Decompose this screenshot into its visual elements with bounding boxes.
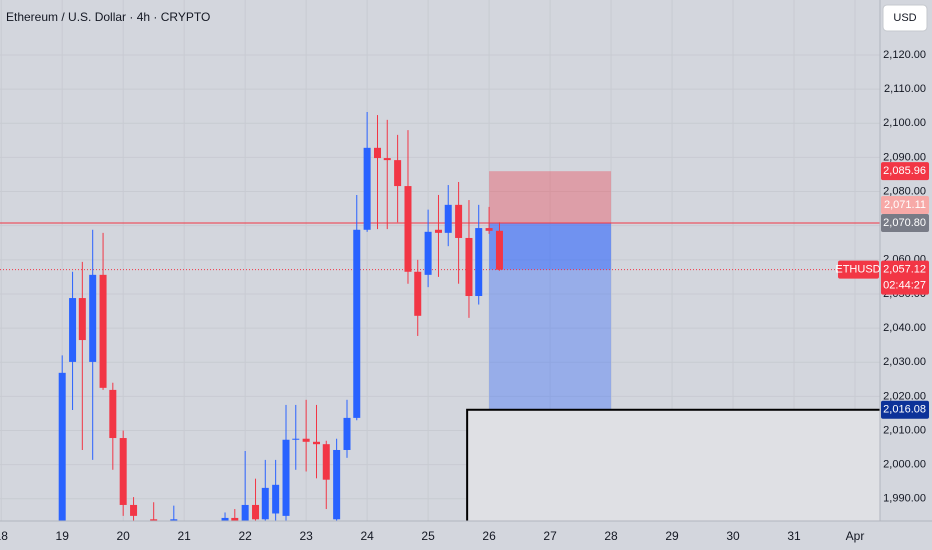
candle-body (150, 519, 158, 521)
x-tick-label: 29 (665, 529, 679, 543)
candle-body (130, 504, 138, 516)
candle-body (465, 237, 473, 297)
candle-body (109, 389, 117, 439)
candle-body (343, 417, 351, 450)
open-profit-zone (489, 222, 612, 270)
candle-body (394, 160, 402, 187)
last-price-label: 2,057.12 (883, 264, 926, 276)
profit-zone (489, 222, 612, 410)
candle-body (404, 186, 412, 272)
y-tick-label: 2,110.00 (884, 83, 926, 95)
y-tick-label: 2,020.00 (883, 390, 926, 402)
candle-body (313, 441, 321, 445)
currency-label[interactable]: USD (893, 12, 916, 24)
x-tick-label: 21 (177, 529, 191, 543)
candle-body (363, 147, 371, 230)
x-tick-label: 22 (238, 529, 252, 543)
x-tick-label: 26 (482, 529, 496, 543)
entry-price-label: 2,070.80 (883, 217, 926, 229)
y-tick-label: 2,030.00 (883, 356, 926, 368)
candle-body (424, 231, 432, 275)
candle-body (261, 487, 269, 520)
candle-body (69, 298, 77, 362)
candle-body (322, 444, 330, 480)
candle-body (170, 519, 178, 521)
candle-body (414, 271, 422, 316)
plot-area (0, 111, 880, 521)
candle-body (58, 372, 66, 521)
candle-body (353, 229, 361, 418)
x-tick-label: 24 (360, 529, 374, 543)
candle-body (302, 438, 310, 442)
candle-body (292, 438, 300, 440)
x-tick-label: Apr (846, 529, 865, 543)
candle-body (231, 517, 239, 521)
candle-body (373, 147, 381, 159)
candle-body (252, 504, 260, 520)
countdown-label: 02:44:27 (883, 280, 926, 292)
last-price-bg (881, 260, 929, 295)
target-price-label-bg (881, 400, 929, 419)
alert-price-label: 2,071.11 (884, 199, 926, 211)
x-tick-label: 27 (543, 529, 557, 543)
y-tick-label: 2,080.00 (883, 185, 926, 197)
stop-zone (489, 171, 612, 223)
candle-body (221, 517, 229, 521)
x-tick-label: 19 (56, 529, 70, 543)
candle-body (495, 230, 503, 270)
x-tick-label: 28 (604, 529, 618, 543)
y-tick-label: 1,990.00 (883, 493, 926, 505)
x-tick-label: 23 (299, 529, 313, 543)
currency-button[interactable] (882, 4, 928, 32)
y-tick-label: 2,040.00 (883, 322, 926, 334)
x-tick-label: 25 (421, 529, 435, 543)
x-tick-label: 30 (726, 529, 740, 543)
x-tick-label: 31 (787, 529, 801, 543)
stop-price-label-bg (881, 162, 929, 181)
entry-price-label-bg (881, 213, 929, 232)
target-price-label: 2,016.08 (883, 404, 926, 416)
zone-box (466, 408, 880, 521)
candle-body (333, 449, 341, 520)
y-tick-label: 2,120.00 (883, 49, 926, 61)
symbol-label: ETHUSD (835, 264, 880, 276)
y-tick-label: 2,010.00 (883, 424, 926, 436)
y-tick-label: 2,100.00 (883, 117, 926, 129)
candle-body (485, 228, 493, 231)
candle-body (119, 438, 127, 505)
candle-body (272, 484, 280, 514)
y-tick-label: 2,090.00 (883, 151, 926, 163)
candle-body (475, 228, 483, 297)
candle-body (89, 274, 97, 362)
alert-price-label-bg (881, 195, 929, 214)
symbol-bg (838, 260, 879, 279)
candle-body (241, 504, 249, 521)
x-tick-label: 18 (0, 529, 8, 543)
candle-body (78, 298, 86, 341)
candle-body (99, 274, 107, 388)
y-tick-label: 2,000.00 (883, 459, 926, 471)
candle-body (444, 204, 452, 233)
candle-body (455, 204, 463, 238)
stop-price-label: 2,085.96 (883, 165, 926, 177)
x-tick-label: 20 (117, 529, 131, 543)
candle-body (434, 229, 442, 233)
axes: 1,990.00 2,000.00 2,010.00 2,020.00 2,030.00… (0, 49, 929, 543)
candle-body (282, 439, 290, 516)
candle-body (383, 158, 391, 161)
chart-title: Ethereum / U.S. Dollar · 4h · CRYPTO (6, 10, 210, 24)
